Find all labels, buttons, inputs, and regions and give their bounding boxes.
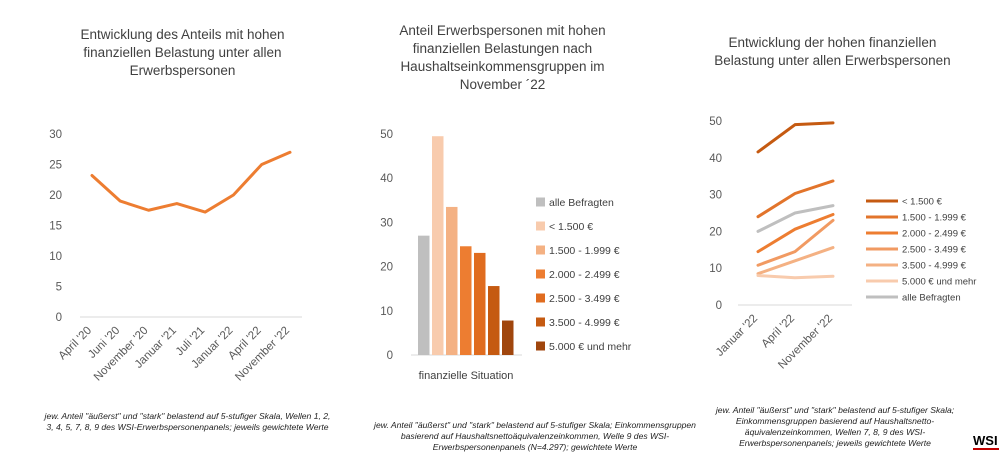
chart1-title: Entwicklung des Anteils mit hohen finanz… xyxy=(80,27,285,78)
y-tick-label: 30 xyxy=(49,129,62,141)
y-tick-label: 0 xyxy=(56,312,62,324)
chart2-note: jew. Anteil "äußerst" und "stark" belast… xyxy=(374,420,696,452)
legend-swatch xyxy=(536,197,545,207)
legend-label: 3.500 - 4.999 € xyxy=(902,261,967,272)
y-tick-label: 25 xyxy=(49,160,62,172)
legend-swatch xyxy=(536,317,545,327)
y-tick-label: 50 xyxy=(709,116,722,128)
bar xyxy=(474,252,486,355)
y-tick-label: 5 xyxy=(56,282,62,294)
legend-label: < 1.500 € xyxy=(902,197,943,208)
legend-label: < 1.500 € xyxy=(549,221,593,233)
y-tick-label: 40 xyxy=(380,173,393,185)
legend-label: 2.000 - 2.499 € xyxy=(902,229,967,240)
legend-swatch xyxy=(536,293,545,303)
legend-label: 1.500 - 1.999 € xyxy=(902,213,967,224)
y-tick-label: 0 xyxy=(387,350,393,362)
series-line xyxy=(756,246,835,276)
wsi-logo: WSI xyxy=(973,433,998,448)
legend-swatch xyxy=(536,221,545,231)
legend-swatch xyxy=(536,269,545,279)
y-tick-label: 40 xyxy=(709,153,722,165)
legend-label: 2.500 - 3.499 € xyxy=(902,245,967,256)
bar xyxy=(502,320,514,355)
y-tick-label: 20 xyxy=(380,262,393,274)
y-tick-label: 10 xyxy=(380,306,393,318)
legend-label: alle Befragten xyxy=(902,293,961,304)
series-line xyxy=(756,179,835,219)
legend-label: 1.500 - 1.999 € xyxy=(549,245,620,257)
bar xyxy=(460,246,472,355)
legend-label: 5.000 € und mehr xyxy=(902,277,976,288)
y-tick-label: 30 xyxy=(380,217,393,229)
y-tick-label: 50 xyxy=(380,129,393,141)
chart2-title: Anteil Erwerbspersonen mit hohen finanzi… xyxy=(399,23,606,92)
x-tick-label: Januar '22 xyxy=(714,313,760,359)
legend-label: 3.500 - 4.999 € xyxy=(549,317,620,329)
chart3-note: jew. Anteil "äußerst" und "stark" belast… xyxy=(715,405,955,448)
y-tick-label: 15 xyxy=(49,221,62,233)
y-tick-label: 20 xyxy=(49,190,62,202)
legend-label: 2.000 - 2.499 € xyxy=(549,269,620,281)
y-tick-label: 0 xyxy=(716,300,722,312)
legend-swatch xyxy=(536,341,545,351)
series-line xyxy=(756,212,835,254)
legend-swatch xyxy=(536,245,545,255)
chart1-note: jew. Anteil "äußerst" und "stark" belast… xyxy=(44,411,331,432)
chart3-title: Entwicklung der hohen finanziellen Belas… xyxy=(714,35,951,68)
legend-label: 2.500 - 3.499 € xyxy=(549,293,620,305)
bar xyxy=(418,235,430,355)
y-tick-label: 30 xyxy=(709,190,722,202)
bar xyxy=(432,136,444,355)
series-line xyxy=(90,150,292,214)
series-line xyxy=(756,218,835,267)
wsi-logo-bar xyxy=(973,448,999,450)
x-tick-label: April '22 xyxy=(760,313,798,351)
legend-label: alle Befragten xyxy=(549,197,614,209)
y-tick-label: 10 xyxy=(709,263,722,275)
x-axis-label: finanzielle Situation xyxy=(419,370,514,382)
bar xyxy=(446,206,458,355)
series-line xyxy=(756,274,835,280)
bar xyxy=(488,286,500,355)
y-tick-label: 10 xyxy=(49,251,62,263)
legend-label: 5.000 € und mehr xyxy=(549,341,632,353)
y-tick-label: 20 xyxy=(709,226,722,238)
series-line xyxy=(756,204,835,233)
series-line xyxy=(756,121,835,154)
